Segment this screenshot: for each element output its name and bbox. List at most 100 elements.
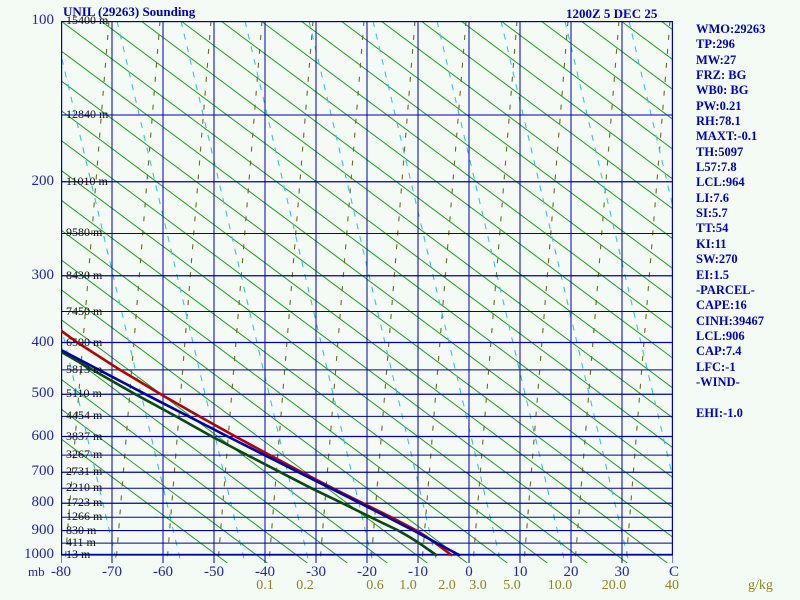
dry-adiabat (260, 21, 673, 330)
temp-tick--30: -30 (306, 564, 326, 580)
dry-adiabat (300, 21, 673, 300)
height-label: 3837 m (66, 428, 103, 443)
height-label: 1266 m (66, 509, 103, 524)
index-cinh: CINH:39467 (696, 313, 765, 328)
plot-border (61, 21, 673, 556)
mixing-ratio-tick-0.6: 0.6 (366, 578, 384, 593)
index-cape: CAPE:16 (696, 298, 747, 313)
height-label: 9580 m (66, 225, 103, 240)
height-label: 8430 m (66, 267, 103, 282)
pressure-tick-800: 800 (31, 494, 55, 511)
pressure-tick-400: 400 (31, 333, 55, 350)
index-tp: TP:296 (696, 37, 735, 52)
mixing-ratio-tick-40: 40 (665, 578, 679, 593)
index-wind: -WIND- (696, 374, 740, 389)
mixing-ratio-tick-1.0: 1.0 (399, 578, 417, 593)
mixing-ratio-line (308, 21, 438, 563)
dry-adiabat (180, 21, 673, 389)
dry-adiabat (420, 21, 673, 210)
height-label: 830 m (66, 522, 97, 537)
dry-adiabat (140, 21, 673, 419)
mixing-ratio-tick-10.0: 10.0 (547, 578, 573, 593)
index-cap: CAP:7.4 (696, 344, 742, 359)
mixing-ratio-line (564, 21, 673, 481)
mixing-ratio-line (372, 21, 502, 563)
curve-dewpoint (61, 350, 438, 557)
index-tt: TT:54 (696, 221, 729, 236)
pressure-tick-500: 500 (31, 385, 55, 402)
pressure-tick-300: 300 (31, 266, 55, 283)
page-title: UNIL (29263) Sounding (63, 4, 196, 19)
pressure-tick-700: 700 (31, 463, 55, 480)
index-wb0: WB0: BG (696, 83, 749, 98)
mixing-ratio-tick-5.0: 5.0 (503, 578, 521, 593)
mixing-ratio-tick-3.0: 3.0 (469, 578, 487, 593)
index-ehi: EHI:-1.0 (696, 405, 743, 420)
index-lcl: LCL:906 (696, 328, 745, 343)
curve-temperature (61, 328, 453, 557)
temp-tick-20: 20 (563, 564, 579, 580)
temp-tick-10: 10 (512, 564, 528, 580)
height-label: 5813 m (66, 361, 103, 376)
dry-adiabat (380, 21, 673, 240)
indices-panel: WMO:29263 TP:296 MW:27 FRZ: BG WB0: BG PW:0.2… (696, 22, 800, 421)
index-parcel: -PARCEL- (696, 282, 755, 297)
sounding-datetime: 1200Z 5 DEC 25 (566, 6, 658, 21)
temp-tick--40: -40 (255, 564, 275, 580)
temp-tick--10: -10 (408, 564, 428, 580)
mixing-ratio-line (61, 52, 182, 563)
pressure-tick-1000: 1000 (24, 546, 54, 562)
index-si: SI:5.7 (696, 206, 728, 221)
pressure-unit-label: mb (28, 564, 45, 579)
mixing-ratio-tick-2.0: 2.0 (438, 578, 456, 593)
height-label: 1723 m (66, 495, 103, 510)
height-label: 12840 m (66, 107, 109, 122)
height-label: 6590 m (66, 334, 103, 349)
height-label: 11010 m (66, 173, 108, 188)
temp-tick-30: 30 (614, 564, 630, 580)
index-pw: PW:0.21 (696, 98, 742, 113)
mixing-ratio-line (180, 21, 310, 563)
pressure-tick-600: 600 (31, 427, 55, 444)
temp-tick--70: -70 (102, 564, 122, 580)
index-rh: RH:78.1 (696, 114, 741, 129)
index-lfc: LFC:-1 (696, 359, 736, 374)
height-label: 15400 m (66, 13, 109, 27)
index-sw: SW:270 (696, 252, 738, 267)
index-ki: KI:11 (696, 236, 727, 251)
skewt-plot (61, 21, 673, 563)
mixing-ratio-unit-label: g/kg (748, 578, 773, 593)
dry-adiabat (540, 21, 673, 121)
index-l57: L57:7.8 (696, 160, 737, 175)
dry-adiabat (220, 21, 673, 359)
mixing-ratio-tick-0.1: 0.1 (256, 578, 274, 593)
mixing-ratio-line (500, 21, 630, 563)
temp-tick--20: -20 (357, 564, 377, 580)
mixing-ratio-line (628, 21, 673, 210)
pressure-tick-200: 200 (31, 172, 55, 189)
dry-adiabat (100, 21, 673, 449)
index-frz: FRZ: BG (696, 68, 747, 83)
index-mw: MW:27 (696, 52, 737, 67)
dry-adiabat (460, 21, 673, 180)
index-lcl: LCL:964 (696, 175, 745, 190)
height-label: 411 m (66, 535, 96, 550)
index-ei: EI:1.5 (696, 267, 729, 282)
height-label: 5110 m (66, 386, 102, 401)
height-label: 3267 m (66, 447, 103, 462)
dry-adiabat (340, 21, 673, 270)
mixing-ratio-line (244, 21, 374, 563)
index-spacer (696, 390, 800, 405)
temp-tick-0: 0 (465, 564, 473, 580)
mixing-ratio-line (436, 21, 566, 563)
index-maxt: MAXT:-0.1 (696, 129, 758, 144)
curve-parcel (61, 348, 461, 557)
pressure-tick-900: 900 (31, 521, 55, 538)
temp-tick--80: -80 (51, 564, 71, 580)
mixing-ratio-line (116, 21, 246, 563)
temp-tick--60: -60 (153, 564, 173, 580)
index-li: LI:7.6 (696, 190, 729, 205)
temp-tick--50: -50 (204, 564, 224, 580)
height-label: 7450 m (66, 303, 103, 318)
